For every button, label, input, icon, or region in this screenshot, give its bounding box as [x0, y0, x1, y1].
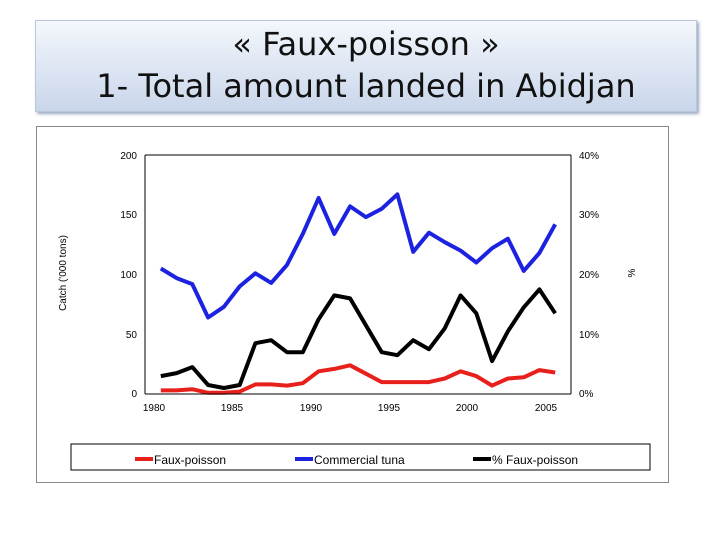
series-line-faux-poisson	[160, 363, 556, 395]
slide-title: « Faux-poisson »	[232, 25, 500, 63]
y2-tick-label: 30%	[579, 210, 599, 221]
x-tick-label: 2000	[456, 403, 479, 414]
left-y-axis-title: Catch ('000 tons)	[58, 235, 69, 311]
y-tick-label: 0	[131, 389, 137, 400]
x-tick-label: 1980	[143, 403, 166, 414]
y-tick-label: 50	[126, 330, 138, 341]
y2-tick-label: 10%	[579, 330, 599, 341]
chart-frame: Catch ('000 tons) % 1980 1985 1990 1995 …	[36, 126, 669, 483]
series-line-faux-poisson	[160, 287, 557, 390]
slide-subtitle: 1- Total amount landed in Abidjan	[96, 67, 636, 105]
y-tick-label: 100	[120, 270, 137, 281]
series-line-commercial-tuna	[159, 192, 557, 320]
y-tick-label: 200	[120, 151, 137, 162]
legend: Faux-poisson Commercial tuna % Faux-pois…	[70, 443, 651, 471]
title-banner: « Faux-poisson » 1- Total amount landed …	[35, 20, 697, 112]
y-tick-label: 150	[120, 210, 137, 221]
x-tick-label: 2005	[535, 403, 558, 414]
line-chart: Catch ('000 tons) % 1980 1985 1990 1995 …	[58, 151, 651, 471]
legend-label-commercial-tuna: Commercial tuna	[314, 453, 405, 467]
y2-tick-label: 20%	[579, 270, 599, 281]
x-tick-label: 1985	[221, 403, 244, 414]
legend-label-faux-poisson: Faux-poisson	[154, 453, 226, 467]
y2-tick-label: 0%	[579, 389, 594, 400]
legend-label-percent-faux-poisson: % Faux-poisson	[492, 453, 578, 467]
legend-box	[70, 443, 651, 471]
x-tick-label: 1995	[378, 403, 401, 414]
right-y-axis-title: %	[627, 268, 638, 277]
y2-tick-label: 40%	[579, 151, 599, 162]
x-tick-label: 1990	[300, 403, 323, 414]
